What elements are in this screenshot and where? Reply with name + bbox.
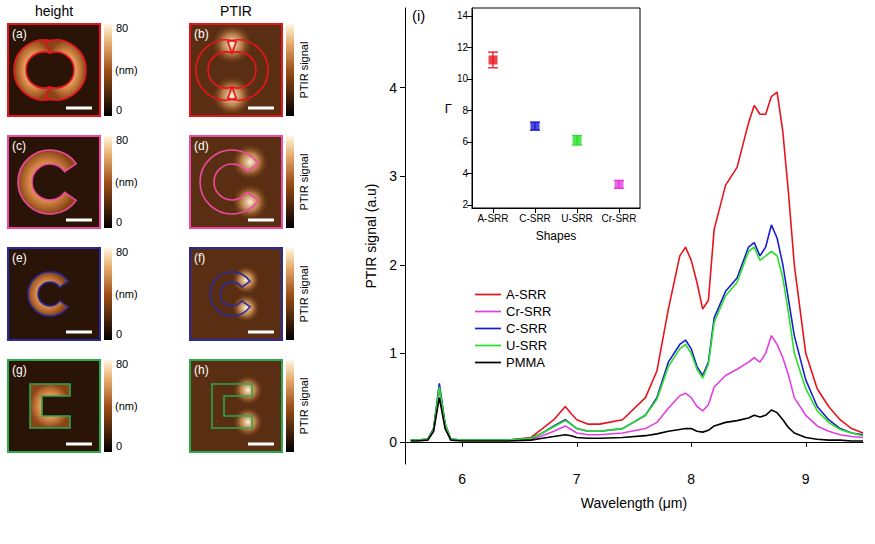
svg-text:6: 6 (462, 136, 468, 147)
svg-text:U-SRR: U-SRR (506, 338, 547, 353)
svg-text:0: 0 (116, 104, 122, 116)
svg-text:(b): (b) (194, 27, 209, 41)
svg-text:80: 80 (116, 246, 128, 258)
svg-text:12: 12 (457, 42, 469, 53)
svg-text:9: 9 (802, 471, 810, 487)
svg-text:(d): (d) (194, 139, 209, 153)
svg-text:Γ: Γ (445, 101, 452, 116)
svg-text:(nm): (nm) (115, 288, 138, 300)
svg-text:80: 80 (116, 358, 128, 370)
svg-text:PTIR: PTIR (220, 3, 252, 19)
svg-text:4: 4 (389, 80, 397, 96)
svg-text:3: 3 (389, 168, 397, 184)
svg-text:height: height (35, 3, 73, 19)
svg-text:6: 6 (458, 471, 466, 487)
svg-text:14: 14 (457, 10, 469, 21)
svg-text:(h): (h) (194, 363, 209, 377)
svg-text:10: 10 (457, 73, 469, 84)
svg-text:(i): (i) (412, 7, 425, 24)
svg-text:80: 80 (116, 22, 128, 34)
svg-text:PMMA: PMMA (506, 355, 545, 370)
svg-text:(nm): (nm) (115, 176, 138, 188)
svg-text:0: 0 (116, 216, 122, 228)
svg-text:Wavelength (μm): Wavelength (μm) (581, 495, 687, 511)
svg-text:(nm): (nm) (115, 400, 138, 412)
svg-text:2: 2 (389, 257, 397, 273)
svg-text:PTIR signal: PTIR signal (298, 378, 310, 435)
svg-text:Cr-SRR: Cr-SRR (506, 304, 552, 319)
svg-text:8: 8 (462, 105, 468, 116)
svg-text:PTIR signal (a.u): PTIR signal (a.u) (363, 183, 379, 288)
svg-text:8: 8 (687, 471, 695, 487)
svg-text:C-SRR: C-SRR (519, 213, 551, 224)
svg-text:PTIR signal: PTIR signal (298, 266, 310, 323)
svg-text:(nm): (nm) (115, 64, 138, 76)
svg-text:4: 4 (462, 168, 468, 179)
svg-text:80: 80 (116, 134, 128, 146)
svg-text:1: 1 (389, 345, 397, 361)
svg-text:A-SRR: A-SRR (477, 213, 508, 224)
svg-text:2: 2 (462, 199, 468, 210)
svg-text:0: 0 (116, 440, 122, 452)
svg-text:C-SRR: C-SRR (506, 321, 547, 336)
svg-text:(e): (e) (12, 251, 27, 265)
svg-text:U-SRR: U-SRR (561, 213, 593, 224)
svg-text:A-SRR: A-SRR (506, 287, 546, 302)
svg-text:PTIR signal: PTIR signal (298, 154, 310, 211)
svg-text:0: 0 (116, 328, 122, 340)
svg-text:0: 0 (389, 434, 397, 450)
svg-text:(g): (g) (12, 363, 27, 377)
svg-text:Cr-SRR: Cr-SRR (602, 213, 637, 224)
svg-text:(a): (a) (12, 27, 27, 41)
svg-text:(f): (f) (194, 251, 205, 265)
svg-text:PTIR signal: PTIR signal (298, 42, 310, 99)
svg-text:7: 7 (573, 471, 581, 487)
svg-text:Shapes: Shapes (536, 229, 577, 243)
svg-text:(c): (c) (12, 139, 26, 153)
